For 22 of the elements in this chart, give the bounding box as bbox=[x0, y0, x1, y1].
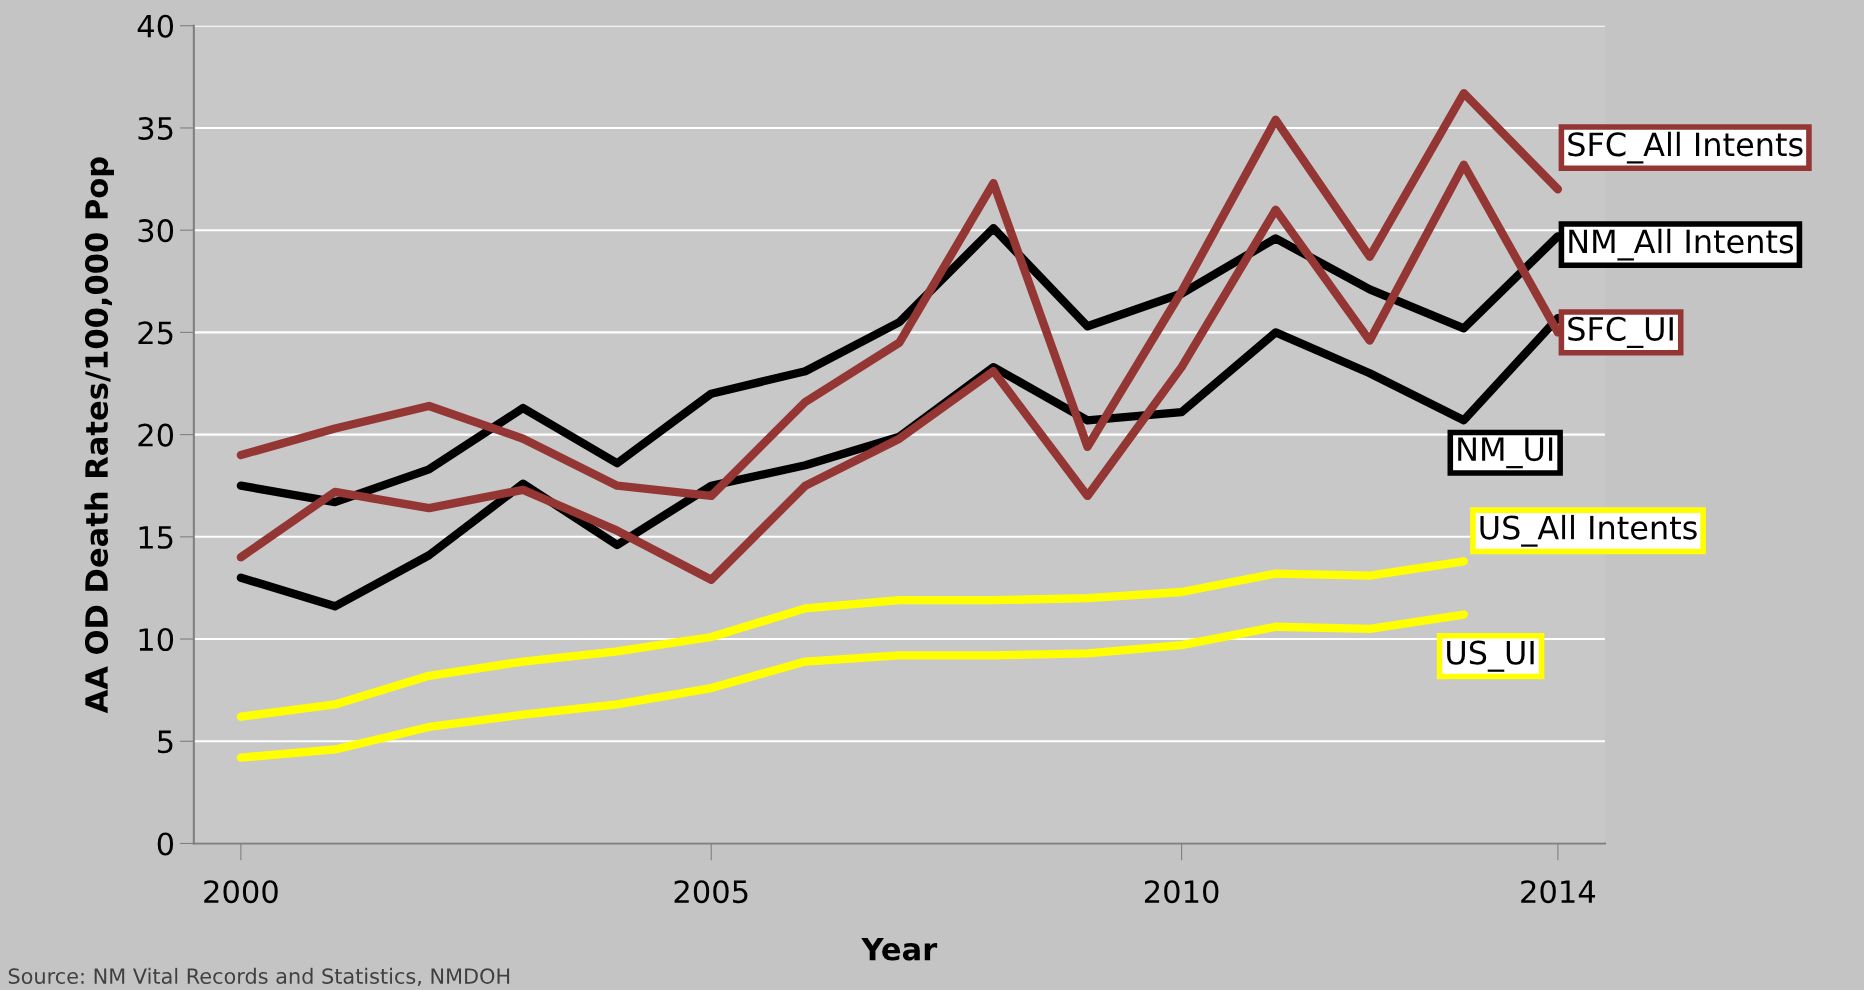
y-tick-label: 20 bbox=[138, 423, 174, 447]
x-tick-label: 2000 bbox=[204, 880, 278, 904]
x-axis-title: Year bbox=[861, 937, 938, 961]
x-tick-label: 2005 bbox=[674, 880, 748, 904]
series-label: US_All Intents bbox=[1480, 514, 1697, 547]
y-tick-label: 25 bbox=[138, 321, 173, 345]
series-label: NM_UI bbox=[1458, 437, 1553, 469]
series-label: SFC_UI bbox=[1568, 316, 1673, 349]
y-tick-label: 30 bbox=[138, 219, 174, 243]
y-tick-label: 5 bbox=[158, 730, 173, 754]
y-axis-title: AA OD Death Rates/100,000 Pop bbox=[84, 157, 114, 714]
y-tick-label: 40 bbox=[137, 14, 174, 38]
source-note: Source: NM Vital Records and Statistics, NMDOH bbox=[8, 967, 510, 987]
y-tick-label: 0 bbox=[157, 832, 174, 856]
x-tick-label: 2010 bbox=[1144, 880, 1219, 904]
series-label: NM_All Intents bbox=[1569, 228, 1794, 261]
y-tick-label: 15 bbox=[139, 526, 173, 549]
x-tick-label: 2014 bbox=[1521, 880, 1596, 904]
series-label: SFC_All Intents bbox=[1568, 131, 1803, 164]
y-tick-label: 35 bbox=[138, 116, 173, 140]
y-tick-label: 10 bbox=[139, 627, 174, 652]
series-label: US_UI bbox=[1447, 640, 1534, 672]
